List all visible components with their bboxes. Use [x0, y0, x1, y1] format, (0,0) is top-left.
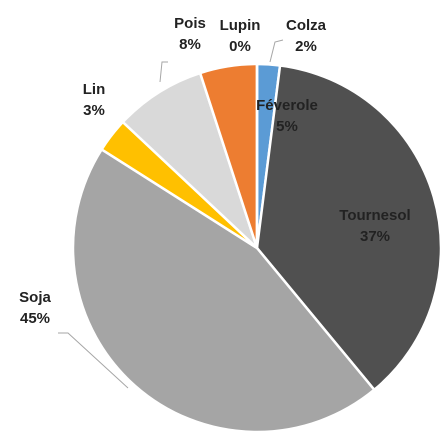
- slice-value: 0%: [229, 38, 251, 55]
- slice-value: 3%: [83, 102, 105, 119]
- leader-line: [269, 39, 284, 63]
- pie-slice: [255, 64, 443, 392]
- slice-label: Pois: [174, 15, 206, 32]
- leader-line: [58, 332, 129, 389]
- slice-value: 45%: [20, 310, 50, 327]
- leader-line: [159, 61, 168, 83]
- slice-value: 8%: [179, 36, 201, 53]
- slice-label: Féverole: [256, 97, 318, 114]
- slice-label: Lupin: [220, 17, 261, 34]
- slice-label: Soja: [19, 289, 51, 306]
- slice-value: 5%: [276, 118, 298, 135]
- slice-label: Colza: [286, 17, 327, 34]
- slice-value: 2%: [295, 38, 317, 55]
- slice-label: Tournesol: [339, 207, 410, 224]
- slice-label: Lin: [83, 81, 106, 98]
- pie-slice: [121, 71, 259, 250]
- slice-value: 37%: [360, 228, 390, 245]
- pie-slice: [71, 148, 376, 432]
